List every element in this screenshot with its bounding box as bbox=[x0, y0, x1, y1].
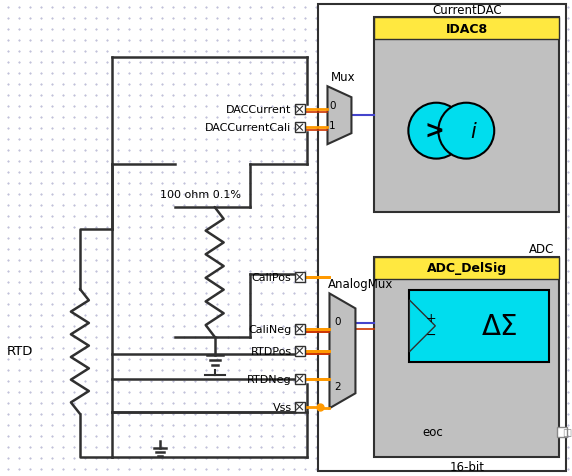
Polygon shape bbox=[328, 87, 351, 145]
Text: RTDPos: RTDPos bbox=[251, 346, 292, 356]
Bar bbox=[375, 258, 559, 279]
Bar bbox=[375, 258, 559, 456]
Text: +: + bbox=[426, 312, 436, 325]
Bar bbox=[317, 5, 566, 471]
Circle shape bbox=[408, 103, 464, 159]
Text: DACCurrent: DACCurrent bbox=[226, 105, 292, 115]
Bar bbox=[295, 105, 304, 115]
Bar bbox=[295, 123, 304, 133]
Text: CaliNeg: CaliNeg bbox=[248, 324, 292, 334]
Text: DACCurrentCali: DACCurrentCali bbox=[205, 123, 292, 133]
Text: RTD: RTD bbox=[7, 345, 33, 357]
Text: Vss: Vss bbox=[272, 402, 292, 412]
Polygon shape bbox=[410, 300, 435, 352]
Text: AnalogMux: AnalogMux bbox=[328, 278, 393, 290]
Bar bbox=[557, 427, 567, 437]
Text: 1: 1 bbox=[329, 121, 336, 131]
Text: 16-bit: 16-bit bbox=[449, 460, 484, 473]
Text: −: − bbox=[426, 328, 436, 342]
Text: ADC: ADC bbox=[529, 243, 554, 256]
Circle shape bbox=[438, 103, 494, 159]
Text: Mux: Mux bbox=[331, 70, 355, 84]
Polygon shape bbox=[329, 294, 355, 408]
Bar bbox=[410, 290, 549, 362]
Text: ADC_DelSig: ADC_DelSig bbox=[427, 262, 507, 275]
Text: eoc: eoc bbox=[422, 425, 443, 438]
Text: □: □ bbox=[562, 427, 571, 437]
Text: 100 ohm 0.1%: 100 ohm 0.1% bbox=[160, 189, 241, 199]
Text: CurrentDAC: CurrentDAC bbox=[432, 4, 502, 17]
Text: $\Delta\Sigma$: $\Delta\Sigma$ bbox=[481, 312, 518, 340]
Bar bbox=[375, 18, 559, 40]
Bar bbox=[295, 374, 304, 384]
Text: CaliPos: CaliPos bbox=[252, 272, 292, 282]
Bar bbox=[375, 18, 559, 213]
Text: >: > bbox=[424, 119, 444, 143]
Text: i: i bbox=[470, 121, 476, 141]
Bar bbox=[295, 272, 304, 282]
Text: IDAC8: IDAC8 bbox=[446, 23, 488, 36]
Text: RTDNeg: RTDNeg bbox=[247, 374, 292, 384]
Bar bbox=[295, 324, 304, 334]
Bar bbox=[295, 402, 304, 412]
Bar bbox=[295, 346, 304, 356]
Text: 0: 0 bbox=[334, 316, 341, 326]
Text: 0: 0 bbox=[329, 101, 336, 111]
Text: 2: 2 bbox=[334, 381, 341, 391]
